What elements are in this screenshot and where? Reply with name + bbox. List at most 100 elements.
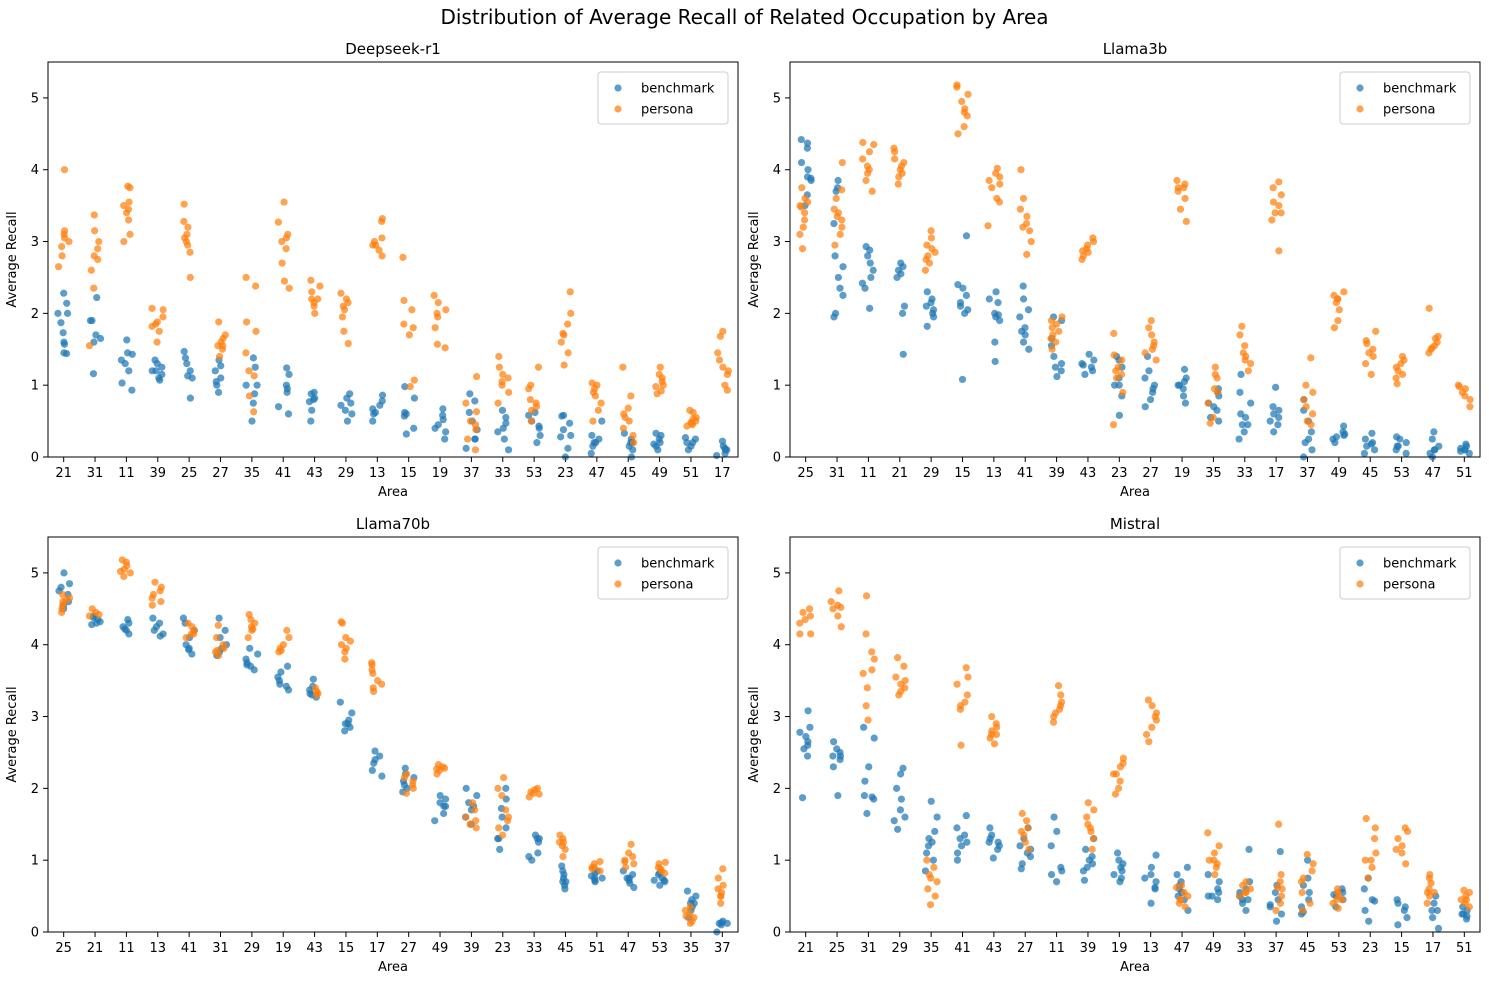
persona-point [85,342,94,350]
benchmark-point [1244,421,1252,429]
benchmark-point [1018,327,1026,335]
x-tick-label: 49 [651,466,668,481]
x-tick-label: 51 [1456,941,1473,956]
benchmark-point [123,336,131,344]
benchmark-point [337,401,345,409]
benchmark-point [953,849,962,857]
persona-point [124,182,132,190]
benchmark-point [185,644,193,652]
benchmark-point [310,388,318,396]
persona-point [1088,845,1096,854]
persona-point [337,289,345,297]
benchmark-point [533,835,541,843]
persona-point [1180,184,1188,192]
benchmark-point [63,299,71,307]
persona-point [659,381,667,389]
persona-point [1365,349,1373,357]
y-tick-label: 4 [773,638,781,653]
persona-point [1017,166,1025,174]
benchmark-point [283,662,292,670]
y-tick-label: 2 [31,307,39,322]
persona-point [806,612,815,620]
persona-point [148,304,156,312]
benchmark-point [1019,295,1028,303]
benchmark-point [57,319,65,327]
persona-point [807,630,815,638]
benchmark-point [284,410,293,418]
persona-point [244,633,252,642]
persona-point [118,556,126,564]
persona-point [1236,331,1244,339]
x-tick-label: 31 [212,941,229,956]
x-tick-label: 23 [1111,466,1128,481]
benchmark-point [89,370,98,378]
benchmark-point [867,273,875,282]
persona-point [1334,295,1342,303]
y-axis-label: Average Recall [747,211,762,307]
legend-box [1339,546,1471,600]
persona-point [559,852,567,861]
x-tick-label: 43 [306,941,323,956]
persona-point [953,680,961,688]
benchmark-point [1149,385,1157,393]
benchmark-point [559,411,568,419]
persona-point [242,349,250,357]
persona-point [1111,790,1120,798]
persona-point [805,605,814,613]
persona-point [441,344,449,352]
x-tick-label: 29 [244,941,261,956]
persona-point [859,138,867,147]
persona-point [1211,870,1219,879]
benchmark-point [802,733,810,741]
persona-point [1083,813,1091,821]
persona-point [90,227,99,235]
x-tick-label: 43 [1080,466,1097,481]
persona-point [58,252,66,260]
persona-point [1426,870,1434,879]
persona-point [249,625,257,633]
panel-title: Deepseek-r1 [345,40,441,58]
benchmark-point [471,397,479,405]
benchmark-point [656,881,664,889]
benchmark-point [346,390,354,398]
legend-box [1339,71,1471,125]
persona-point [494,784,502,792]
benchmark-point [371,756,379,764]
persona-point [406,383,414,391]
persona-point [430,291,438,300]
x-tick-label: 17 [369,941,386,956]
y-tick-label: 4 [31,163,39,178]
benchmark-point [1245,845,1253,854]
benchmark-point [1204,870,1212,879]
persona-point [927,227,935,235]
benchmark-point [1050,352,1058,361]
persona-point [157,583,165,591]
x-tick-label: 31 [87,466,104,481]
benchmark-point [1117,874,1125,882]
benchmark-point [1018,860,1026,868]
benchmark-point [249,354,257,362]
x-tick-label: 11 [1048,941,1065,956]
persona-point [527,417,535,425]
benchmark-point [125,367,133,375]
persona-point [714,874,722,882]
persona-point [1334,904,1342,912]
benchmark-point [718,437,727,445]
benchmark-point [692,892,700,900]
persona-point [431,324,439,332]
persona-point [1423,899,1431,907]
benchmark-point [1236,388,1244,396]
persona-point [59,590,67,599]
persona-point [1054,682,1063,690]
persona-point [282,245,290,253]
benchmark-point [1082,845,1090,854]
persona-point [316,282,324,290]
benchmark-point [440,809,448,818]
persona-point [596,867,604,875]
persona-point [1275,202,1283,210]
benchmark-point [441,435,449,443]
legend-label-benchmark: benchmark [1383,557,1457,572]
persona-point [1330,324,1339,332]
plot-frame [47,61,739,458]
persona-point [868,187,876,195]
